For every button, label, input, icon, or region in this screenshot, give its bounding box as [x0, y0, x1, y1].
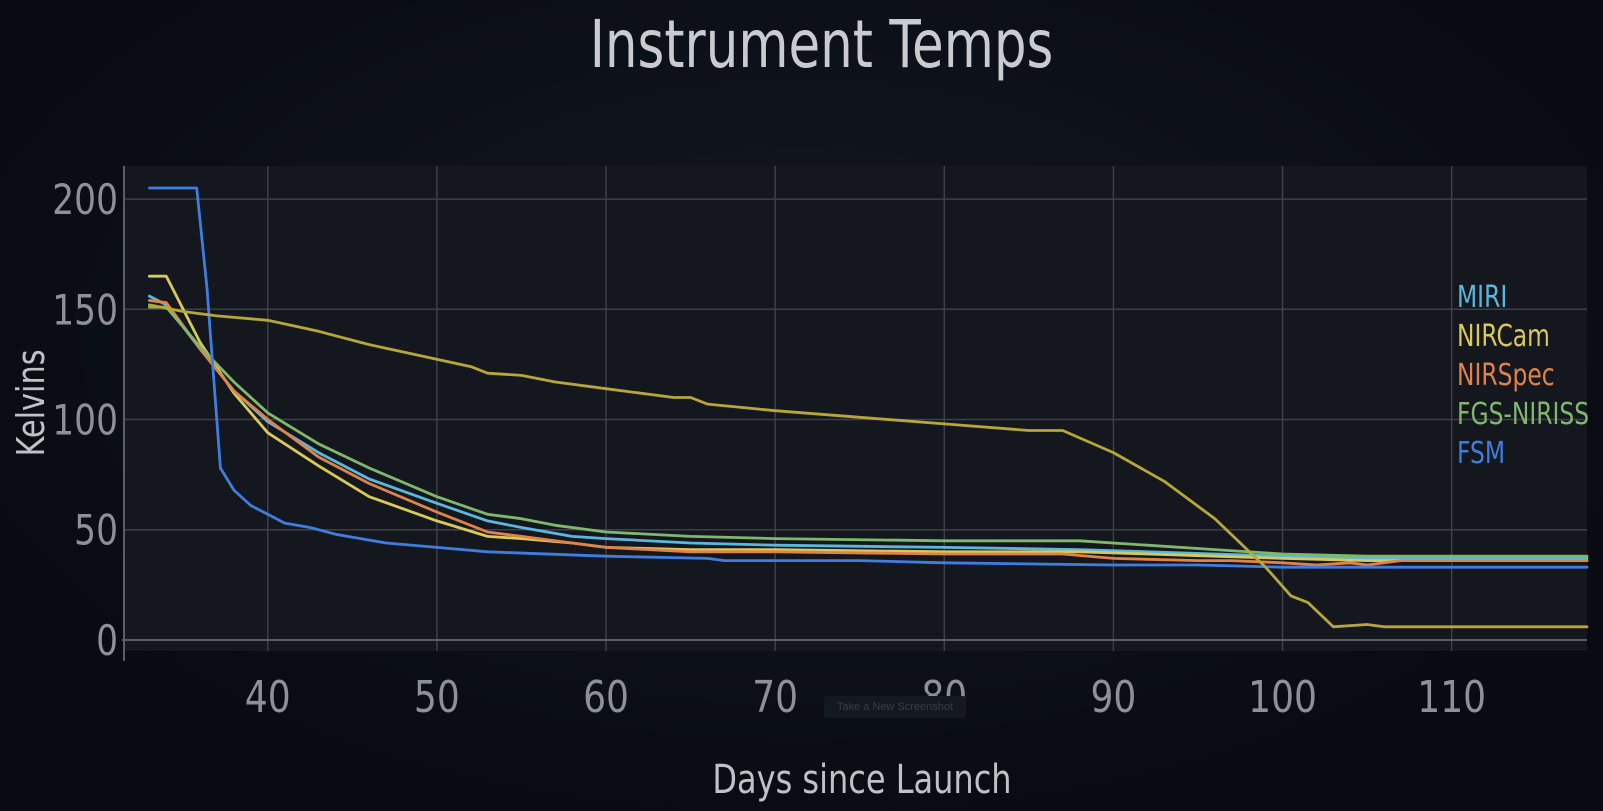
x-tick-label: 110 [1417, 673, 1486, 723]
series-line-nirspec [148, 299, 1589, 567]
y-axis-title: Kelvins [10, 349, 54, 456]
axes [122, 166, 1587, 661]
y-tick-label: 200 [52, 176, 118, 225]
legend-entry: NIRCam [1457, 319, 1550, 354]
x-tick-label: 50 [414, 673, 460, 723]
y-tick-label: 100 [52, 396, 118, 445]
x-tick-label: 90 [1090, 673, 1136, 723]
watermark-button[interactable]: Take a New Screenshot [824, 696, 966, 718]
chart-title: Instrument Temps [589, 6, 1054, 83]
series-line-fsm [148, 186, 1589, 569]
plot-background [124, 166, 1587, 651]
legend-entry: NIRSpec [1457, 358, 1555, 393]
series-lines [148, 186, 1589, 629]
x-tick-label: 100 [1248, 673, 1317, 723]
y-tick-label: 50 [74, 506, 118, 555]
series-line-unlabeled-5 [148, 303, 1589, 629]
y-tick-labels: 0 50 100 150 200 [52, 176, 118, 666]
grid-lines [124, 166, 1587, 651]
x-tick-label: 40 [245, 673, 291, 723]
legend-entry: FSM [1457, 436, 1505, 471]
y-tick-label: 0 [96, 617, 118, 666]
y-tick-label: 150 [52, 286, 118, 335]
legend-entry: FGS-NIRISS [1457, 397, 1589, 432]
legend: MIRI NIRCam NIRSpec FGS-NIRISS FSM [1457, 280, 1589, 471]
legend-entry: MIRI [1457, 280, 1507, 315]
x-tick-label: 60 [583, 673, 629, 723]
x-axis-title: Days since Launch [712, 755, 1011, 802]
x-tick-label: 70 [752, 673, 798, 723]
